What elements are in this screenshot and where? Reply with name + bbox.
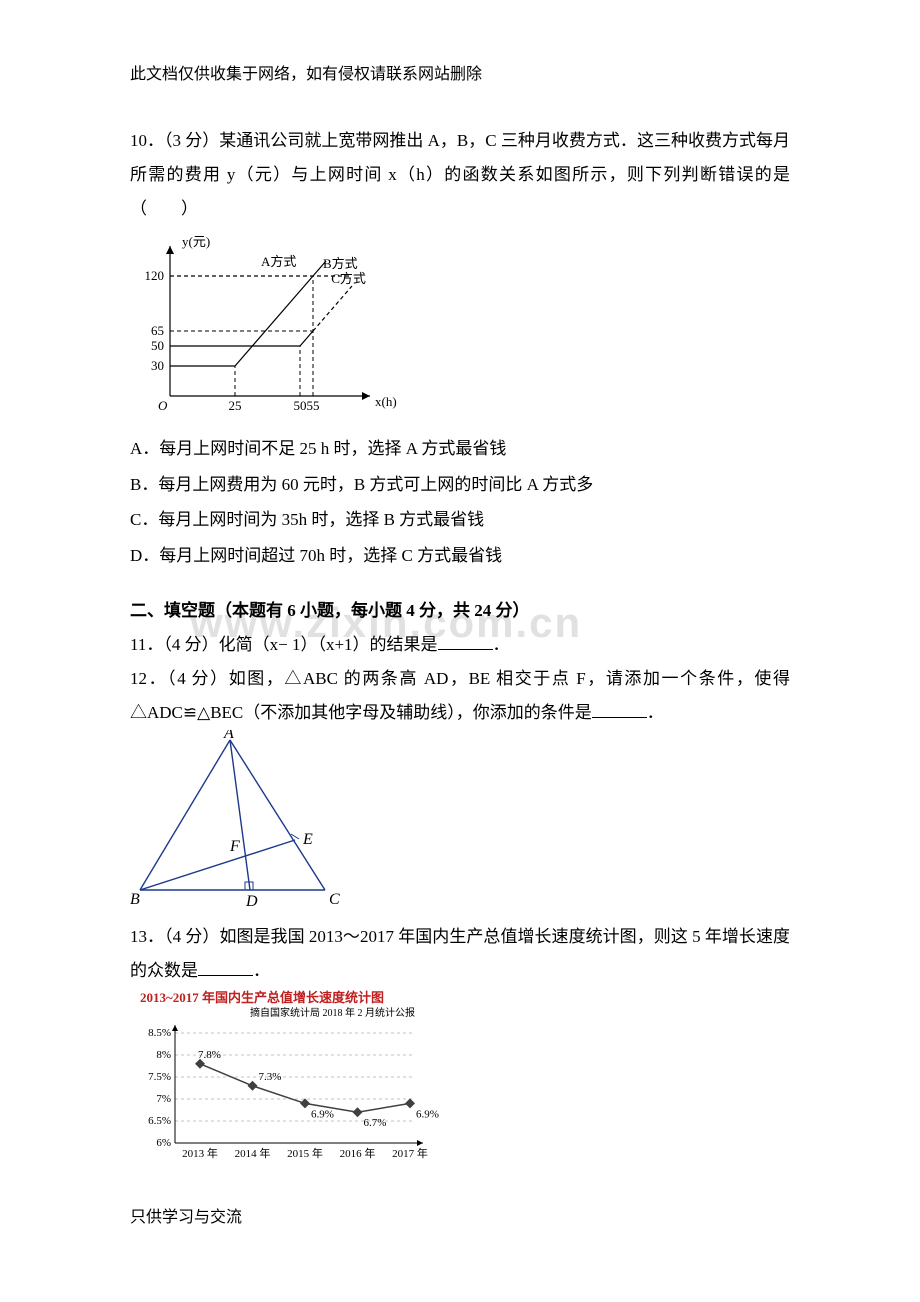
svg-text:2013 年: 2013 年 — [182, 1146, 218, 1160]
svg-text:A方式: A方式 — [261, 254, 296, 269]
svg-text:摘自国家统计局 2018 年 2 月统计公报: 摘自国家统计局 2018 年 2 月统计公报 — [250, 1006, 415, 1019]
q13-chart: 2013~2017 年国内生产总值增长速度统计图摘自国家统计局 2018 年 2… — [130, 988, 790, 1173]
svg-text:25: 25 — [229, 398, 242, 413]
svg-text:A: A — [223, 730, 234, 742]
q12-blank — [592, 700, 647, 718]
svg-text:2014 年: 2014 年 — [235, 1146, 271, 1160]
svg-text:O: O — [158, 398, 168, 413]
svg-text:7%: 7% — [156, 1093, 171, 1105]
q12-stem: 12．（4 分）如图，△ABC 的两条高 AD，BE 相交于点 F，请添加一个条… — [130, 669, 790, 722]
svg-text:D: D — [245, 893, 258, 910]
header-note: 此文档仅供收集于网络，如有侵权请联系网站删除 — [130, 60, 790, 84]
svg-text:C方式: C方式 — [331, 271, 366, 286]
q10-stem: 10．（3 分）某通讯公司就上宽带网推出 A，B，C 三种月收费方式．这三种收费… — [130, 124, 790, 226]
svg-text:7.3%: 7.3% — [259, 1071, 282, 1083]
q10-option-a: A．每月上网时间不足 25 h 时，选择 A 方式最省钱 — [130, 431, 790, 467]
svg-text:6.9%: 6.9% — [416, 1108, 439, 1120]
svg-text:55: 55 — [307, 398, 320, 413]
svg-text:8.5%: 8.5% — [148, 1027, 171, 1039]
svg-text:7.8%: 7.8% — [198, 1049, 221, 1061]
svg-text:8%: 8% — [156, 1049, 171, 1061]
q10-chart: O305065120255055y(元)x(h)A方式B方式C方式 — [130, 226, 790, 431]
q10-option-b: B．每月上网费用为 60 元时，B 方式可上网的时间比 A 方式多 — [130, 467, 790, 503]
svg-text:B方式: B方式 — [323, 256, 358, 271]
q11-blank — [438, 632, 493, 650]
svg-text:6.5%: 6.5% — [148, 1115, 171, 1127]
svg-text:6%: 6% — [156, 1137, 171, 1149]
footer-note: 只供学习与交流 — [130, 1203, 790, 1227]
svg-text:50: 50 — [151, 338, 164, 353]
svg-text:2015 年: 2015 年 — [287, 1146, 323, 1160]
svg-text:65: 65 — [151, 323, 164, 338]
svg-text:E: E — [302, 831, 313, 848]
q10-option-c: C．每月上网时间为 35h 时，选择 B 方式最省钱 — [130, 502, 790, 538]
svg-text:6.9%: 6.9% — [311, 1108, 334, 1120]
svg-text:7.5%: 7.5% — [148, 1071, 171, 1083]
svg-text:30: 30 — [151, 358, 164, 373]
svg-text:B: B — [130, 891, 140, 908]
svg-text:120: 120 — [145, 268, 165, 283]
q13-blank — [198, 958, 253, 976]
svg-text:2013~2017 年国内生产总值增长速度统计图: 2013~2017 年国内生产总值增长速度统计图 — [140, 990, 384, 1005]
svg-text:6.7%: 6.7% — [364, 1117, 387, 1129]
q13-period: ． — [253, 961, 270, 980]
svg-text:x(h): x(h) — [375, 394, 397, 409]
svg-text:50: 50 — [294, 398, 307, 413]
q11-period: ． — [493, 635, 510, 654]
q12-diagram: A B C D E F — [130, 730, 790, 920]
svg-text:C: C — [329, 891, 340, 908]
svg-text:y(元): y(元) — [182, 234, 210, 249]
section2-title: 二、填空题（本题有 6 小题，每小题 4 分，共 24 分） — [130, 594, 790, 628]
q10-option-d: D．每月上网时间超过 70h 时，选择 C 方式最省钱 — [130, 538, 790, 574]
q12-period: ． — [647, 703, 664, 722]
svg-text:2017 年: 2017 年 — [392, 1146, 428, 1160]
svg-text:2016 年: 2016 年 — [340, 1146, 376, 1160]
svg-text:F: F — [229, 838, 240, 855]
q11-stem: 11．（4 分）化简（x− 1）（x+1）的结果是 — [130, 635, 438, 654]
